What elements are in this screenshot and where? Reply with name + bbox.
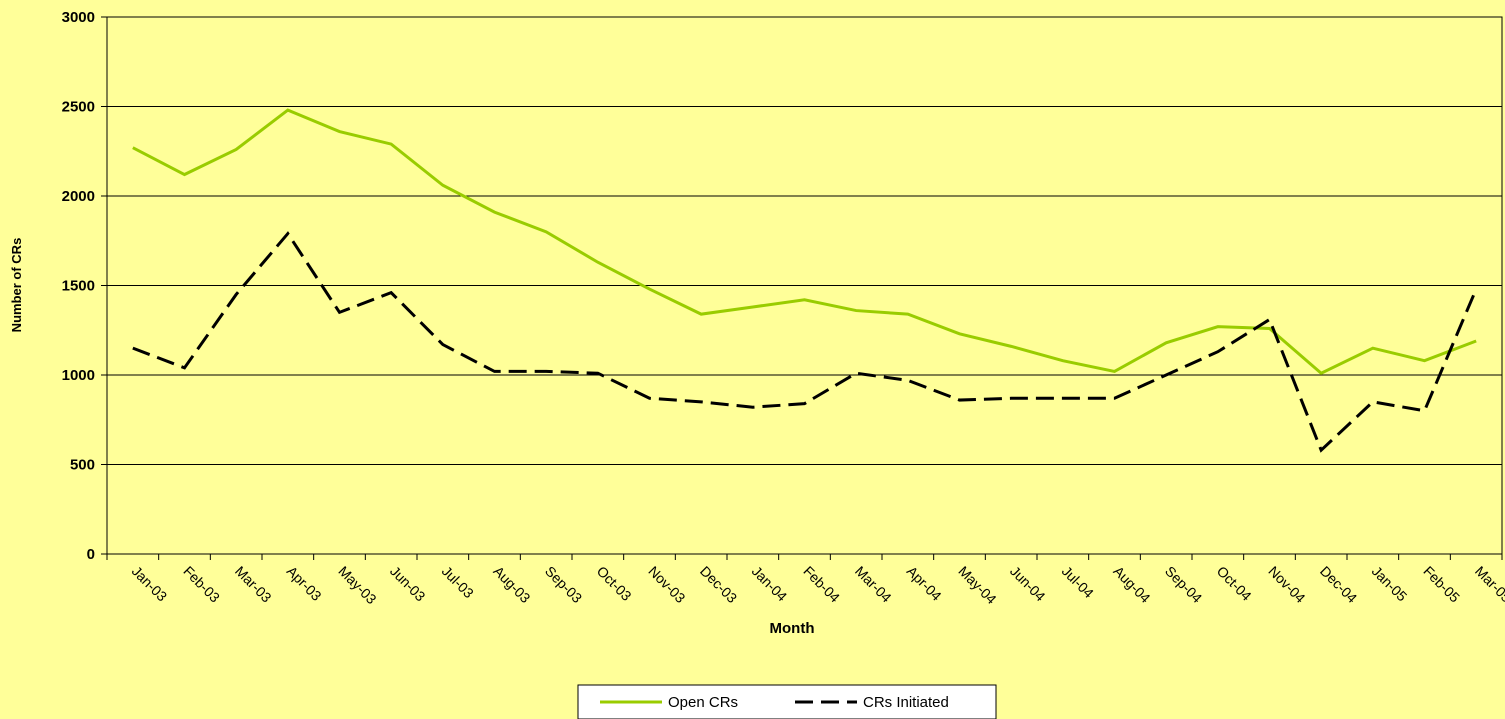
- x-tick-label: Nov-03: [645, 563, 688, 606]
- y-tick-label: 1000: [62, 367, 95, 384]
- x-tick-label: Apr-04: [904, 563, 945, 604]
- x-tick-label: Dec-03: [697, 563, 740, 606]
- y-tick-label: 2000: [62, 188, 95, 205]
- x-tick-label: Mar-05: [1472, 563, 1505, 606]
- x-tick-label: Aug-03: [490, 563, 533, 606]
- y-axis-title: Number of CRs: [9, 238, 24, 333]
- x-tick-label: Oct-03: [594, 563, 635, 604]
- legend-label: Open CRs: [668, 694, 738, 711]
- x-tick-label: Jun-03: [387, 563, 429, 605]
- y-tick-label: 0: [87, 546, 95, 563]
- series-line: [132, 231, 1478, 453]
- x-tick-label: May-03: [335, 563, 379, 607]
- x-tick-label: Mar-03: [232, 563, 275, 606]
- x-tick-label: May-04: [955, 563, 999, 607]
- x-tick-label: Nov-04: [1265, 563, 1308, 606]
- legend-label: CRs Initiated: [863, 694, 949, 711]
- y-tick-label: 500: [70, 457, 95, 474]
- y-tick-label: 1500: [62, 278, 95, 295]
- x-tick-label: Mar-04: [852, 563, 895, 606]
- x-tick-label: Jan-05: [1369, 563, 1411, 605]
- y-tick-label: 2500: [62, 99, 95, 116]
- x-tick-label: Jul-03: [439, 563, 477, 601]
- x-tick-label: Sep-03: [542, 563, 585, 606]
- x-tick-label: Dec-04: [1317, 563, 1360, 606]
- x-tick-label: Sep-04: [1162, 563, 1205, 606]
- x-tick-label: Aug-04: [1110, 563, 1153, 606]
- x-tick-label: Jun-04: [1007, 563, 1049, 605]
- x-tick-label: Feb-05: [1420, 563, 1463, 606]
- x-tick-label: Jul-04: [1059, 563, 1097, 601]
- x-tick-label: Jan-04: [749, 563, 791, 605]
- x-tick-label: Oct-04: [1214, 563, 1255, 604]
- x-axis-title: Month: [770, 620, 815, 637]
- y-tick-label: 3000: [62, 9, 95, 26]
- x-tick-label: Feb-03: [180, 563, 223, 606]
- x-tick-label: Feb-04: [800, 563, 843, 606]
- x-tick-label: Apr-03: [284, 563, 325, 604]
- plot-frame: [106, 16, 1503, 555]
- series-line: [132, 108, 1477, 375]
- x-tick-label: Jan-03: [129, 563, 171, 605]
